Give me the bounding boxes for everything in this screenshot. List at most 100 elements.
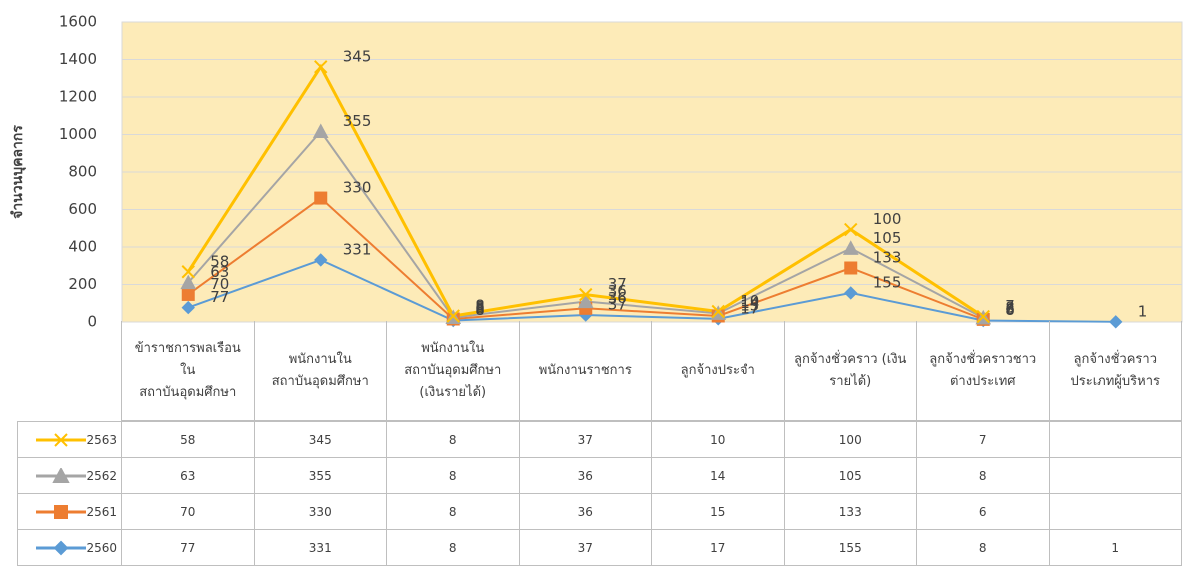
data-label: 10 (740, 292, 759, 310)
table-value: 1 (1048, 529, 1182, 566)
data-label: 37 (608, 296, 627, 314)
y-tick-label: 0 (87, 313, 97, 331)
table-value: 6 (916, 493, 1050, 530)
marker (844, 261, 858, 275)
data-label: 105 (873, 229, 902, 247)
table-value: 77 (121, 529, 255, 566)
data-label: 345 (343, 47, 372, 65)
data-label: 8 (1005, 298, 1015, 316)
data-label: 14 (740, 294, 759, 312)
marker (181, 300, 195, 315)
data-label: 6 (1005, 300, 1015, 318)
category-label: พนักงานราชการ (518, 321, 652, 421)
data-label: 133 (873, 249, 902, 267)
marker (181, 265, 195, 279)
data-label: 17 (740, 299, 759, 317)
table-value: 63 (121, 457, 255, 494)
marker (314, 253, 328, 267)
data-label: 37 (608, 275, 627, 293)
legend-key (36, 540, 87, 555)
table-value: 36 (518, 493, 652, 530)
table-value: 37 (518, 421, 652, 458)
marker (844, 222, 858, 237)
y-tick-label: 1200 (59, 88, 97, 106)
y-tick-label: 1400 (59, 50, 97, 68)
table-value: 105 (783, 457, 917, 494)
table-value: 155 (783, 529, 917, 566)
legend-key (36, 467, 87, 483)
category-label: พนักงานใน สถาบันอุดมศึกษา (เงินรายได้) (386, 321, 520, 421)
table-value: 17 (651, 529, 785, 566)
legend-label: 2563 (86, 432, 117, 447)
data-label: 70 (210, 275, 229, 293)
table-value: 37 (518, 529, 652, 566)
marker (579, 287, 593, 302)
legend-cell: 2560 (17, 529, 122, 566)
table-value (1048, 493, 1182, 530)
y-tick-label: 1000 (59, 125, 97, 143)
table-value: 355 (253, 457, 387, 494)
data-label: 1 (1138, 302, 1148, 320)
marker (577, 293, 594, 309)
table-value (1048, 457, 1182, 494)
table-value: 15 (651, 493, 785, 530)
table-value (1048, 421, 1182, 458)
table-value: 70 (121, 493, 255, 530)
category-label: ลูกจ้างประจำ (651, 321, 785, 421)
marker (180, 274, 197, 290)
data-label: 330 (343, 179, 372, 197)
marker (181, 287, 195, 301)
data-label: 7 (1005, 297, 1015, 315)
legend-label: 2560 (86, 540, 117, 555)
data-label: 8 (475, 300, 485, 318)
data-label: 36 (608, 289, 627, 307)
table-value: 8 (386, 493, 520, 530)
table-value: 8 (386, 421, 520, 458)
data-label: 355 (343, 112, 372, 130)
data-label: 331 (343, 240, 372, 258)
data-label: 15 (740, 297, 759, 315)
y-tick-label: 800 (68, 163, 97, 181)
marker (1109, 315, 1123, 329)
data-label: 58 (210, 252, 229, 270)
data-label: 8 (475, 298, 485, 316)
legend-key (36, 504, 87, 519)
table-value: 8 (386, 529, 520, 566)
legend-label: 2562 (86, 468, 117, 483)
marker (711, 304, 725, 319)
y-tick-label: 1600 (59, 13, 97, 31)
data-label: 63 (210, 263, 229, 281)
table-value: 36 (518, 457, 652, 494)
line (187, 258, 1116, 323)
table-value: 7 (916, 421, 1050, 458)
data-label: 8 (475, 301, 485, 319)
y-tick-label: 400 (68, 238, 97, 256)
legend-cell: 2563 (17, 421, 122, 458)
data-label: 36 (608, 282, 627, 300)
table-value: 330 (253, 493, 387, 530)
table-value: 100 (783, 421, 917, 458)
marker (446, 309, 460, 323)
legend-cell: 2561 (17, 493, 122, 530)
category-label: ลูกจ้างชั่วคราวชาว ต่างประเทศ (916, 321, 1050, 421)
marker (976, 309, 990, 324)
table-value: 345 (253, 421, 387, 458)
table-value: 8 (916, 529, 1050, 566)
category-label: ลูกจ้างชั่วคราว ประเภทผู้บริหาร (1048, 321, 1182, 421)
table-value: 58 (121, 421, 255, 458)
y-axis-title: จำนวนบุคลากร (10, 125, 26, 219)
y-tick-label: 200 (68, 275, 97, 293)
data-label: 155 (873, 273, 902, 291)
table-value: 10 (651, 421, 785, 458)
table-value: 331 (253, 529, 387, 566)
legend-label: 2561 (86, 504, 117, 519)
category-label: พนักงานใน สถาบันอุดมศึกษา (253, 321, 387, 421)
category-label: ลูกจ้างชั่วคราว (เงิน รายได้) (783, 321, 917, 421)
marker (842, 240, 859, 255)
marker (314, 60, 328, 74)
category-label: ข้าราชการพลเรือน ใน สถาบันอุดมศึกษา (121, 321, 255, 421)
table-value: 8 (916, 457, 1050, 494)
marker (844, 286, 858, 300)
table-value: 14 (651, 457, 785, 494)
